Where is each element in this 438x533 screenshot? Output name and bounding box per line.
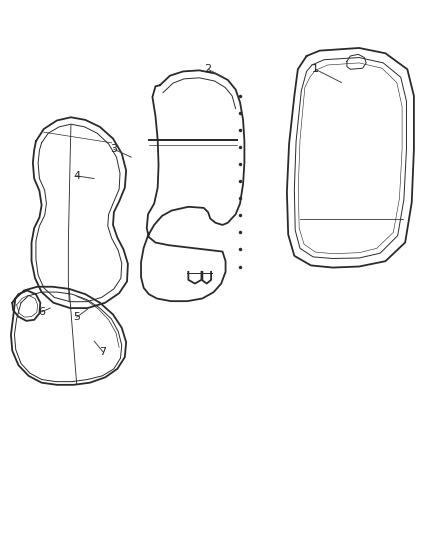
Text: 6: 6 bbox=[38, 307, 45, 317]
Text: 1: 1 bbox=[312, 64, 319, 74]
Text: 2: 2 bbox=[205, 64, 212, 74]
Text: 3: 3 bbox=[110, 144, 117, 154]
Text: 5: 5 bbox=[73, 312, 80, 322]
Text: 4: 4 bbox=[73, 171, 80, 181]
Text: 7: 7 bbox=[99, 347, 106, 357]
